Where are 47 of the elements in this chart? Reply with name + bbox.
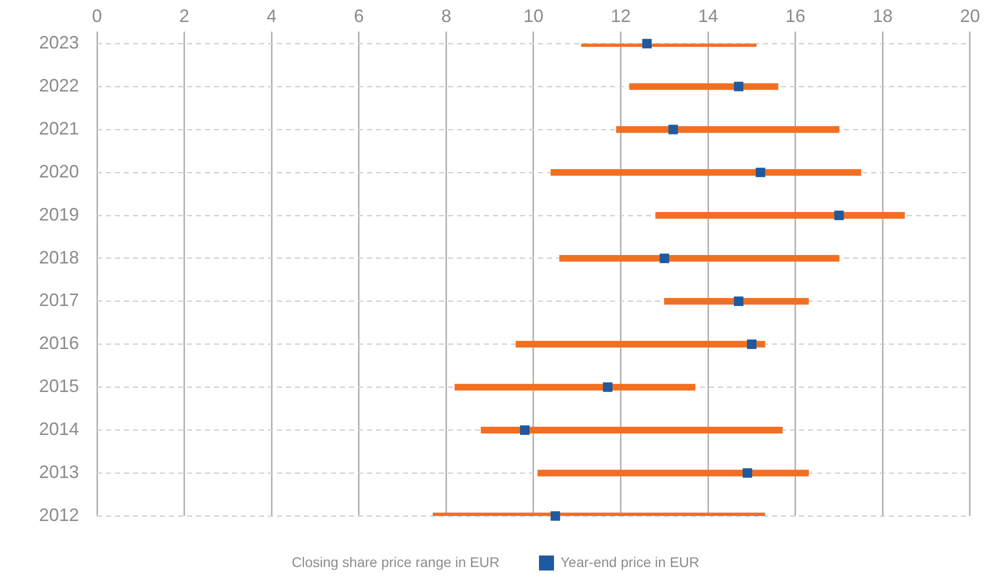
bar	[454, 384, 696, 390]
x-tick-label: 8	[441, 6, 452, 26]
y-tick-label: 2020	[38, 161, 79, 182]
bar	[629, 83, 778, 90]
x-tick-label: 2	[179, 6, 190, 26]
y-tick-label: 2021	[38, 118, 79, 138]
x-tick-label: 10	[523, 6, 544, 26]
y-tick-label: 2016	[38, 333, 79, 354]
x-tick-label: 4	[266, 6, 277, 26]
point	[660, 254, 670, 264]
point	[742, 468, 752, 478]
legend-label: Year-end price in EUR	[560, 554, 700, 570]
bar	[516, 340, 766, 348]
x-tick-label: 18	[872, 6, 893, 26]
x-tick-label: 16	[785, 6, 806, 26]
bar	[538, 470, 809, 476]
bar	[664, 298, 809, 305]
x-tick-label: 20	[960, 6, 980, 26]
bar	[616, 126, 840, 133]
x-tick-label: 12	[610, 6, 631, 26]
point	[734, 296, 744, 306]
y-tick-label: 2023	[38, 32, 79, 53]
x-tick-label: 0	[92, 6, 102, 26]
bar	[655, 212, 905, 219]
y-tick-label: 2017	[38, 290, 79, 310]
y-tick-label: 2012	[38, 504, 79, 525]
point	[520, 425, 530, 435]
point	[602, 382, 612, 392]
x-tick-label: 14	[698, 6, 718, 26]
y-tick-label: 2022	[38, 76, 79, 96]
y-tick-label: 2014	[38, 419, 79, 440]
point	[550, 511, 560, 521]
y-tick-label: 2015	[38, 376, 79, 396]
y-tick-label: 2013	[38, 462, 79, 482]
point	[668, 124, 678, 134]
point	[834, 210, 844, 220]
bar	[559, 255, 840, 262]
point	[734, 82, 744, 92]
x-tick-label: 6	[354, 6, 364, 26]
bar	[550, 169, 862, 176]
point	[756, 168, 766, 178]
y-tick-label: 2018	[38, 247, 79, 268]
point	[747, 339, 756, 349]
point	[642, 38, 652, 48]
text: Closing share price range in EUR	[292, 554, 500, 570]
y-tick-label: 2019	[38, 204, 79, 224]
bar	[480, 426, 783, 434]
